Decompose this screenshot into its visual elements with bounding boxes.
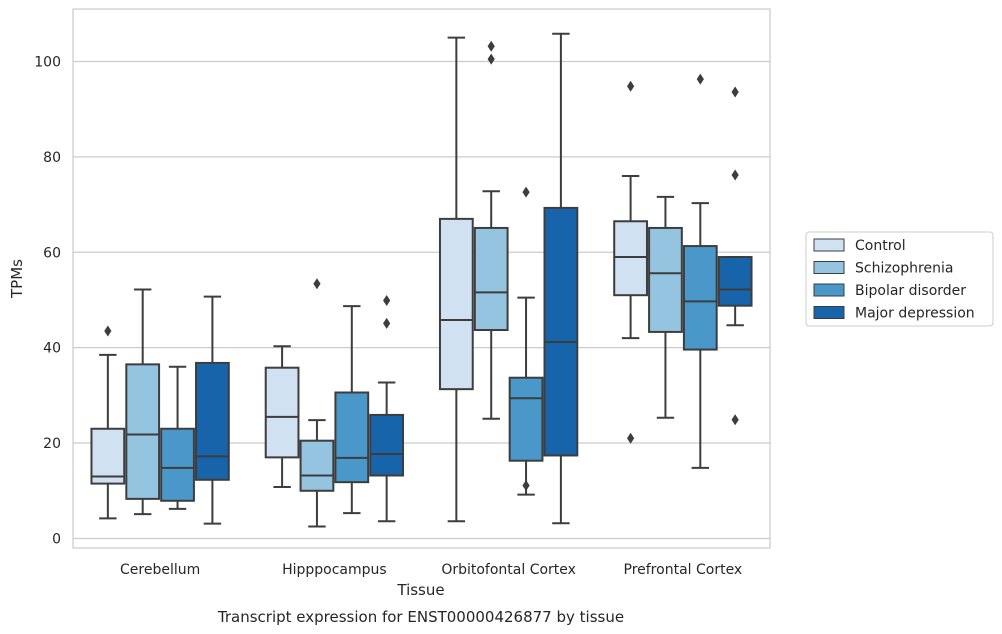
legend-frame (805, 231, 994, 327)
box-major-depression-cerebellum (195, 295, 230, 525)
outlier-point (627, 80, 635, 92)
y-axis-label: TPMs (8, 259, 26, 299)
figure-caption: Transcript expression for ENST0000042687… (217, 608, 624, 626)
outlier-point (522, 186, 530, 198)
outlier-point (487, 40, 495, 52)
box-control-hipppocampus (264, 345, 300, 488)
box-body (369, 413, 405, 477)
outlier-point (627, 432, 635, 444)
box-major-depression-orbitofontal-cortex (543, 32, 579, 525)
x-tick-label: Orbitofontal Cortex (441, 562, 576, 578)
legend-swatch-major-depression (813, 306, 845, 319)
x-tick-label: Prefrontal Cortex (624, 562, 743, 578)
legend-label: Bipolar disorder (855, 283, 966, 299)
box-body (299, 439, 335, 492)
box-control-orbitofontal-cortex (438, 36, 474, 523)
y-tick-label: 100 (34, 54, 61, 70)
box-schizophrenia-hipppocampus (299, 278, 335, 528)
outlier-point (383, 317, 391, 329)
legend-label: Major depression (855, 306, 975, 322)
x-tick-label: Hipppocampus (282, 562, 387, 578)
boxes-layer (90, 32, 753, 528)
box-body (682, 245, 718, 351)
plot-frame (72, 8, 771, 549)
outlier-point (696, 73, 704, 85)
box-schizophrenia-orbitofontal-cortex (473, 40, 509, 420)
box-control-prefrontal-cortex (613, 80, 648, 444)
box-body (334, 391, 370, 484)
y-tick-label: 20 (43, 436, 61, 452)
outlier-point (487, 53, 495, 65)
outlier-point (313, 278, 321, 290)
x-axis-label: Tissue (396, 581, 444, 599)
box-body (264, 366, 300, 459)
box-major-depression-hipppocampus (369, 294, 405, 523)
box-bipolar-disorder-orbitofontal-cortex (508, 186, 544, 496)
outlier-point (731, 414, 739, 426)
box-bipolar-disorder-prefrontal-cortex (682, 73, 718, 469)
x-tick-label: Cerebellum (120, 562, 200, 578)
outlier-point (383, 294, 391, 306)
y-tick-label: 80 (43, 150, 61, 166)
box-body (160, 427, 195, 502)
legend-swatch-bipolar-disorder (813, 283, 845, 297)
box-body (543, 206, 579, 457)
box-schizophrenia-cerebellum (125, 288, 161, 516)
box-body (438, 217, 474, 391)
legend: Control Schizophrenia Bipolar disorder Majo… (805, 231, 994, 327)
box-body (125, 363, 161, 500)
outlier-point (731, 86, 739, 98)
legend-label: Control (855, 238, 906, 254)
y-tick-labels: 0 20 40 60 80 100 (34, 54, 61, 547)
box-bipolar-disorder-hipppocampus (334, 305, 370, 515)
box-body (473, 226, 509, 332)
y-tick-label: 0 (52, 531, 61, 547)
x-tick-labels: Cerebellum Hipppocampus Orbitofontal Corte… (120, 562, 742, 578)
box-body (648, 226, 683, 333)
y-tick-label: 60 (43, 245, 61, 261)
box-body (195, 361, 230, 481)
legend-swatch-schizophrenia (813, 261, 845, 274)
box-bipolar-disorder-cerebellum (160, 365, 195, 510)
outlier-point (522, 480, 530, 492)
legend-swatch-control (813, 238, 845, 252)
box-major-depression-prefrontal-cortex (717, 86, 753, 426)
box-body (508, 376, 544, 462)
legend-label: Schizophrenia (855, 261, 953, 277)
box-schizophrenia-prefrontal-cortex (648, 195, 683, 419)
box-control-cerebellum (90, 325, 126, 520)
outlier-point (104, 325, 112, 337)
outlier-point (731, 169, 739, 181)
box-body (613, 220, 648, 297)
box-body (717, 256, 753, 307)
y-tick-label: 40 (43, 341, 61, 357)
box-body (90, 427, 126, 485)
